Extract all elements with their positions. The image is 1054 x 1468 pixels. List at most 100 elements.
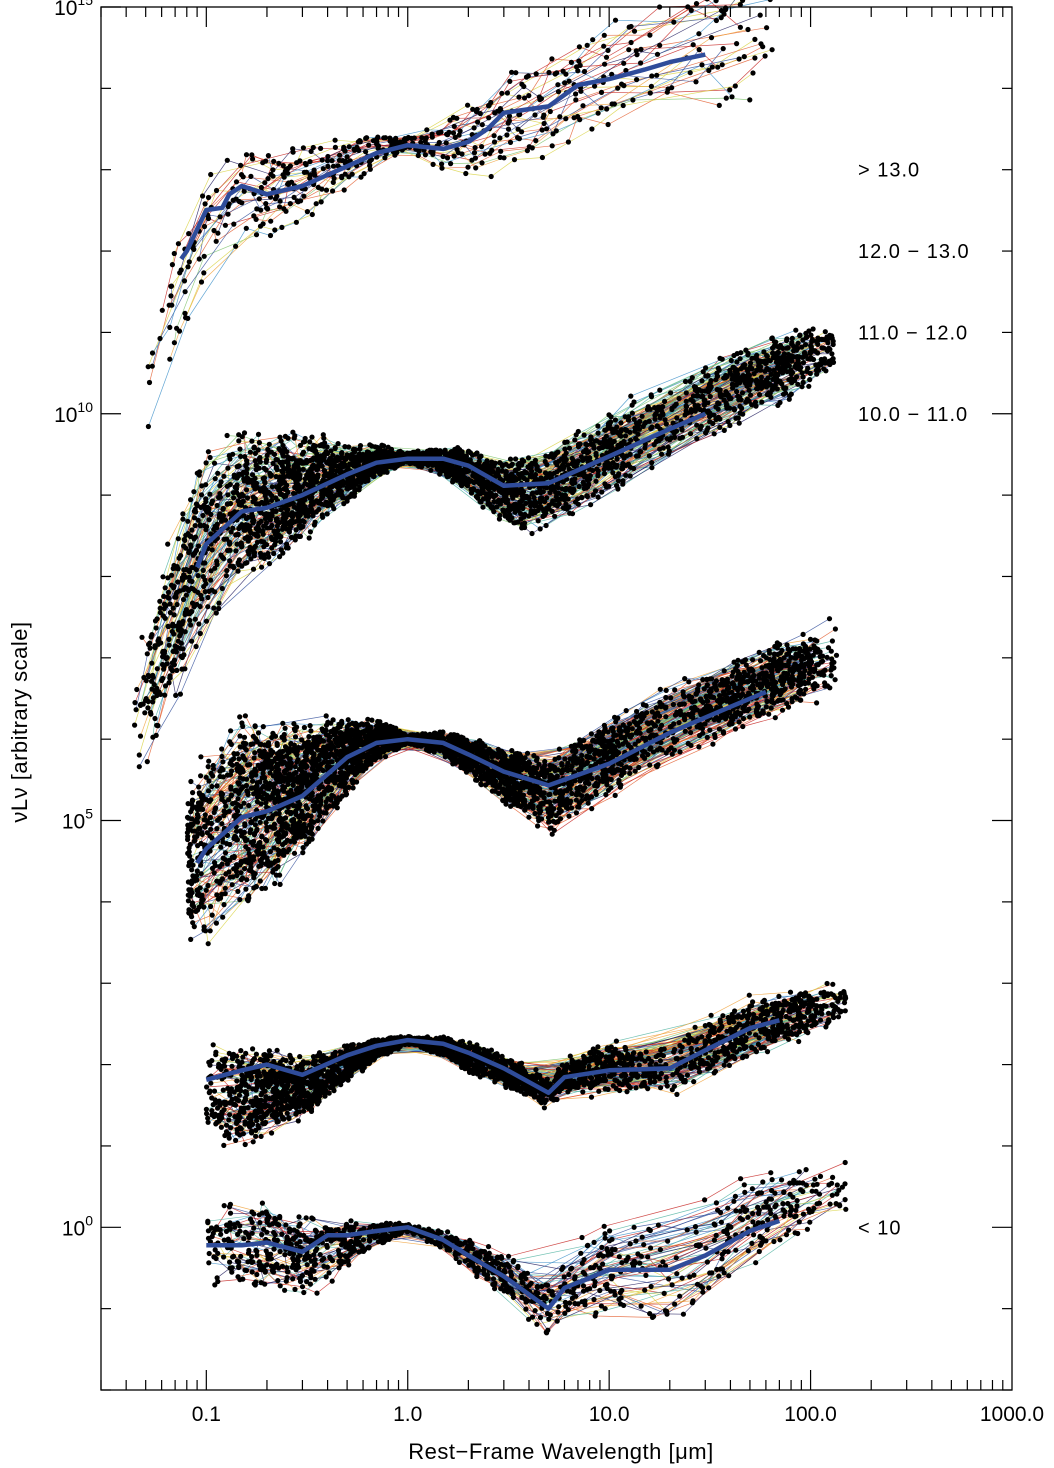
sed-point — [732, 83, 738, 89]
sed-point — [250, 513, 256, 519]
sed-point — [515, 135, 521, 141]
sed-point — [662, 398, 668, 404]
sed-point — [278, 438, 284, 444]
sed-point — [193, 643, 199, 650]
sed-point — [280, 442, 286, 449]
sed-point — [170, 622, 176, 629]
sed-point — [328, 466, 334, 472]
sed-point — [747, 360, 754, 366]
sed-point — [703, 430, 709, 436]
sed-point — [342, 456, 348, 463]
sed-point — [773, 339, 779, 345]
sed-point — [541, 120, 547, 127]
sed-point — [622, 433, 629, 439]
sed-point — [649, 460, 655, 466]
sed-point — [821, 359, 827, 365]
sed-point — [258, 207, 264, 213]
sed-point — [487, 150, 493, 156]
sed-point — [604, 106, 610, 112]
sed-point — [328, 448, 334, 454]
sed-point — [314, 453, 321, 459]
sed-point — [235, 568, 241, 574]
sed-point — [187, 578, 193, 584]
sed-point — [166, 302, 172, 308]
sed-point — [244, 522, 250, 528]
sed-point — [581, 432, 587, 438]
sed-point — [166, 680, 172, 686]
sed-point — [478, 453, 484, 459]
sed-point — [237, 493, 243, 500]
sed-point — [436, 130, 442, 136]
sed-point — [325, 158, 331, 164]
sed-point — [774, 645, 781, 651]
sed-point — [615, 486, 621, 492]
sed-point — [263, 467, 269, 473]
sed-point — [213, 187, 220, 194]
sed-point — [301, 193, 307, 199]
sed-point — [773, 343, 779, 349]
sed-point — [560, 479, 566, 485]
sed-point — [618, 433, 624, 439]
sed-point — [450, 130, 457, 136]
sed-point — [526, 93, 532, 99]
sed-point — [173, 692, 179, 699]
sed-point — [151, 682, 157, 688]
sed-point — [605, 465, 611, 471]
sed-point — [648, 425, 654, 432]
sed-point — [529, 145, 535, 151]
sed-point — [224, 483, 230, 489]
sed-point — [807, 636, 814, 643]
sed-point — [167, 673, 173, 679]
sed-point — [302, 497, 308, 503]
sed-point — [668, 390, 674, 396]
sed-point — [559, 486, 565, 492]
sed-point — [576, 44, 583, 50]
sed-point — [654, 423, 660, 429]
sed-point — [505, 126, 512, 132]
sed-point — [764, 25, 770, 31]
sed-point — [161, 666, 167, 672]
sed-point — [381, 135, 387, 141]
sed-point — [172, 594, 178, 600]
sed-point — [638, 449, 644, 455]
sed-point — [177, 691, 183, 697]
sed-point — [357, 139, 363, 145]
sed-point — [498, 489, 505, 495]
sed-point — [768, 371, 774, 377]
sed-point — [300, 145, 306, 151]
sed-point — [269, 522, 275, 529]
sed-point — [762, 53, 768, 59]
sed-point — [366, 142, 372, 148]
sed-point — [251, 531, 257, 537]
sed-point — [236, 198, 242, 205]
sed-point — [487, 469, 493, 475]
sed-point — [528, 510, 534, 516]
sed-point — [319, 442, 325, 448]
sed-point — [146, 379, 153, 386]
sed-point — [694, 422, 700, 428]
sed-point — [170, 605, 176, 611]
sed-point — [659, 451, 665, 457]
sed-point — [165, 589, 172, 596]
sed-point — [249, 472, 256, 478]
sed-point — [693, 1, 700, 7]
sed-point — [347, 494, 353, 500]
sed-point — [196, 472, 202, 478]
sed-point — [615, 478, 622, 484]
sed-point — [521, 458, 527, 464]
sed-point — [287, 163, 293, 169]
sed-point — [371, 473, 377, 479]
sed-point — [652, 416, 658, 422]
sed-point — [279, 224, 285, 230]
sed-point — [566, 445, 573, 451]
sed-point — [324, 450, 331, 457]
sed-point — [255, 533, 261, 539]
sed-point — [646, 418, 652, 424]
sed-point — [307, 159, 313, 165]
sed-point — [225, 211, 231, 217]
sed-point — [683, 390, 689, 396]
sed-point — [183, 545, 189, 551]
sed-point — [272, 542, 278, 548]
sed-point — [744, 383, 750, 389]
sed-point — [521, 83, 527, 90]
